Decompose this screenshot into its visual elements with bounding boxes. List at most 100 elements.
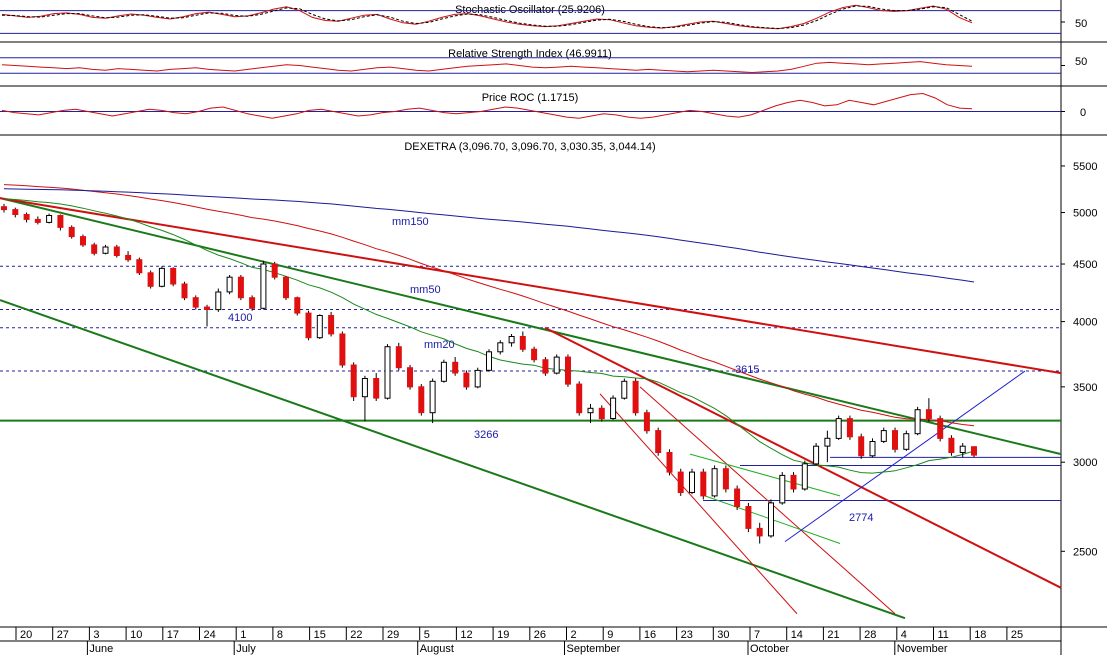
- x-tick-label: 15: [314, 629, 326, 641]
- candle-body: [125, 254, 132, 261]
- price-title: DEXETRA (3,096.70, 3,096.70, 3,030.35, 3…: [404, 141, 655, 153]
- candle-body: [722, 468, 729, 490]
- y-tick-label: 5000: [1073, 208, 1097, 220]
- indicator-series-line: [1, 5, 973, 30]
- level-label-3266: 3266: [474, 429, 498, 441]
- x-tick-label: 11: [938, 629, 949, 641]
- candle-body: [745, 506, 752, 529]
- month-label: September: [567, 643, 621, 655]
- y-tick-label: 3500: [1073, 382, 1097, 394]
- candle-body: [486, 351, 492, 371]
- candle-body: [508, 336, 515, 344]
- mm50-label: mm50: [410, 284, 441, 296]
- x-tick-label: 30: [717, 629, 729, 641]
- indicator-series-line: [1, 61, 973, 74]
- candle-body: [373, 378, 380, 399]
- candle-body: [677, 471, 684, 494]
- candle-body: [192, 297, 199, 308]
- candle-body: [474, 369, 481, 388]
- candle-body: [959, 445, 966, 454]
- y-tick-label: 2500: [1073, 546, 1097, 558]
- x-tick-label: 19: [497, 629, 509, 641]
- candle-body: [440, 361, 447, 382]
- x-tick-label: 28: [864, 629, 876, 641]
- indicator-series-line: [1, 92, 973, 119]
- candle-body: [249, 297, 256, 309]
- candle-body: [237, 276, 244, 299]
- candle-body: [880, 430, 887, 442]
- candle-body: [1, 206, 7, 211]
- candle-body: [689, 471, 695, 494]
- price-panel: DEXETRA (3,096.70, 3,096.70, 3,030.35, 3…: [0, 141, 1097, 620]
- candle-body: [666, 452, 673, 473]
- roc-panel: Price ROC (1.1715) 0: [0, 92, 1086, 119]
- red-resistance-line: [0, 197, 1062, 375]
- level-label-2774: 2774: [849, 512, 873, 524]
- x-tick-label: 16: [644, 629, 656, 641]
- candle-body: [181, 283, 188, 299]
- candle-body: [226, 276, 233, 293]
- x-tick-label: 22: [350, 629, 362, 641]
- candle-body: [892, 430, 898, 450]
- candle-body: [271, 263, 278, 278]
- green-channel-bottom: [0, 299, 906, 620]
- month-label: June: [89, 643, 113, 655]
- red-thin-channel-2: [639, 386, 896, 615]
- stochastic-title: Stochastic Oscillator (25.9206): [455, 4, 605, 16]
- candle-body: [610, 397, 617, 420]
- candle-body: [68, 226, 75, 238]
- candle-body: [136, 259, 143, 274]
- candle-body: [158, 267, 165, 287]
- candle-body: [587, 407, 594, 414]
- x-tick-label: 7: [754, 629, 760, 641]
- red-downtrend-line: [544, 326, 1062, 589]
- candle-body: [170, 267, 177, 285]
- green-channel-top: [0, 197, 1062, 456]
- candle-body: [361, 378, 368, 398]
- stochastic-panel: Stochastic Oscillator (25.9206) 50: [0, 4, 1087, 34]
- candle-body: [632, 380, 639, 414]
- x-axis: 20 27 3 10 17 24 1 8 15 22 29 5 12 19 26 2 9 16 23 30 7 14 21 2…: [0, 627, 1061, 655]
- month-label: July: [236, 643, 256, 655]
- candles: [1, 203, 977, 544]
- month-label: October: [750, 643, 789, 655]
- candle-body: [113, 246, 120, 256]
- candle-body: [903, 433, 910, 450]
- indicator-series-line: [1, 4, 973, 30]
- candle-body: [395, 346, 402, 369]
- candle-body: [34, 218, 41, 223]
- x-tick-label: 21: [827, 629, 839, 641]
- x-tick-label: 25: [1011, 629, 1023, 641]
- candle-body: [91, 244, 98, 254]
- candle-body: [925, 409, 932, 420]
- y-tick-label: 5500: [1073, 161, 1097, 173]
- candle-body: [57, 215, 64, 228]
- mm150-label: mm150: [392, 216, 429, 228]
- candle-body: [46, 215, 53, 223]
- candle-body: [452, 361, 459, 374]
- candle-body: [283, 276, 289, 299]
- rsi-tick-label: 50: [1075, 56, 1087, 68]
- moving-average-50-line: [3, 184, 975, 427]
- candle-body: [384, 346, 391, 399]
- candle-body: [147, 272, 154, 287]
- x-tick-label: 1: [240, 629, 246, 641]
- x-tick-label: 12: [460, 629, 472, 641]
- candle-body: [971, 446, 977, 456]
- candle-body: [711, 468, 718, 497]
- rsi-title: Relative Strength Index (46.9911): [448, 48, 612, 60]
- x-tick-label: 23: [681, 629, 693, 641]
- candle-body: [12, 209, 19, 216]
- candle-body: [542, 359, 549, 374]
- x-tick-label: 26: [534, 629, 546, 641]
- x-tick-label: 9: [607, 629, 613, 641]
- x-tick-label: 17: [167, 629, 179, 641]
- roc-title: Price ROC (1.1715): [482, 92, 579, 104]
- candle-body: [328, 315, 335, 335]
- blue-uptrend-line: [784, 370, 1026, 543]
- month-label: August: [420, 643, 454, 655]
- candle-body: [801, 463, 808, 490]
- candle-body: [948, 437, 955, 453]
